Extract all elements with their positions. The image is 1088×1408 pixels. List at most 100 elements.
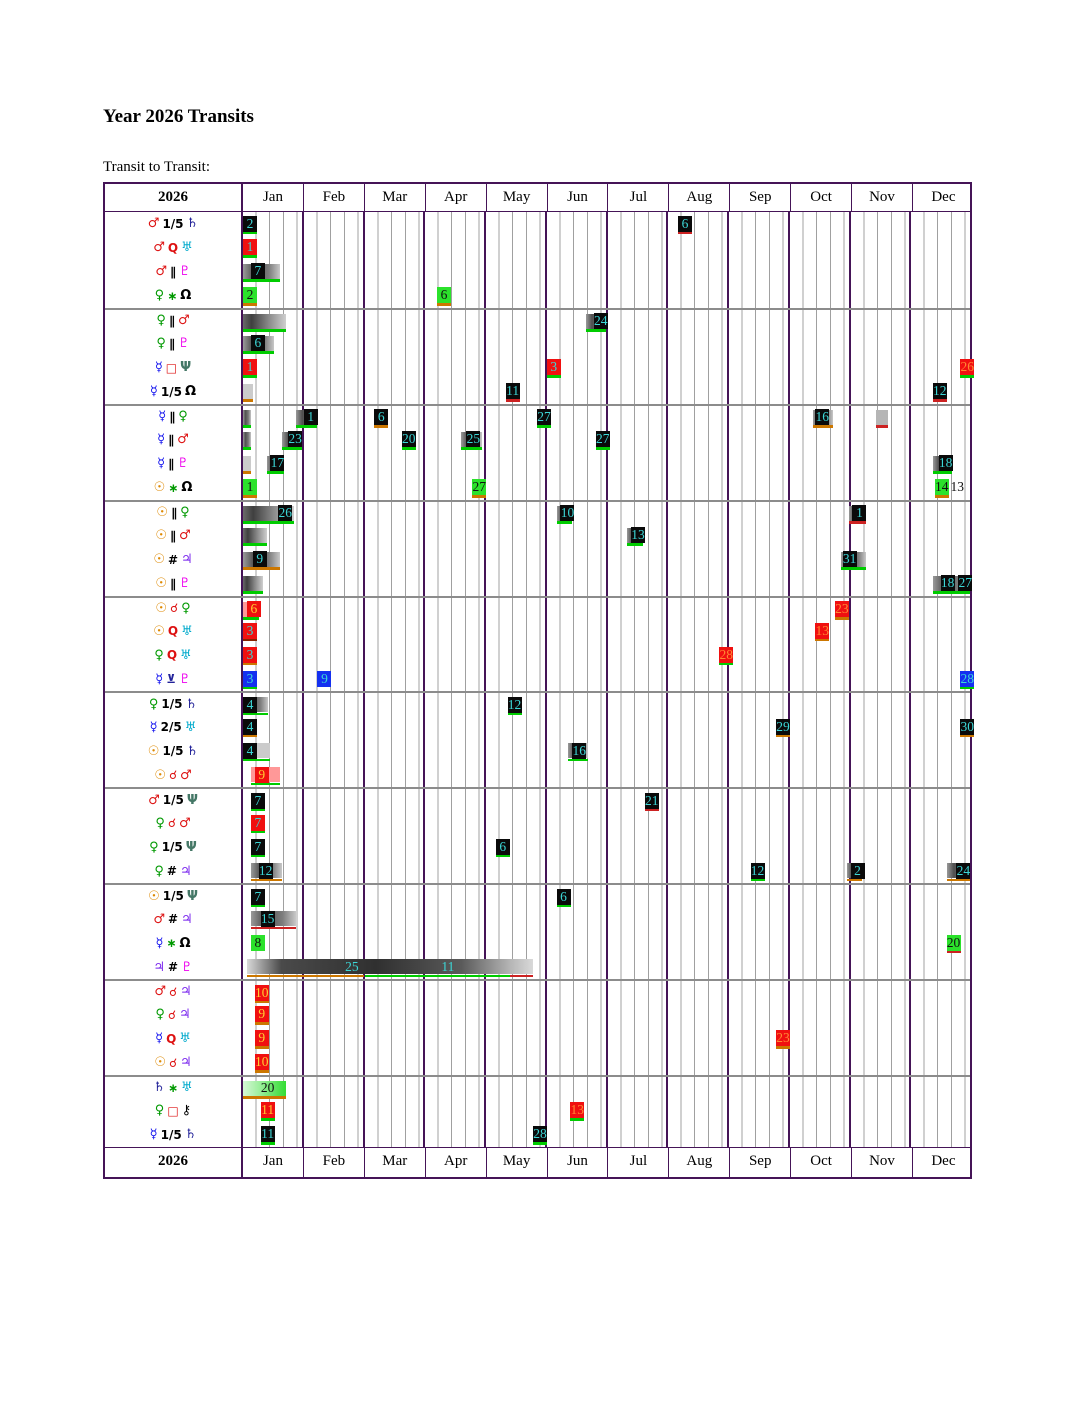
- marker-label: 26: [278, 505, 293, 522]
- transit-row: ♂ # ♃ 15: [105, 907, 972, 932]
- month-header-oct: Oct: [791, 184, 853, 211]
- month-column: [911, 763, 972, 788]
- transit-marker: 3: [243, 622, 257, 639]
- aspect-glyph-icon: #: [167, 552, 179, 567]
- month-grid: [243, 643, 972, 668]
- month-column: [364, 1098, 426, 1123]
- month-column: [850, 212, 912, 236]
- month-column: [850, 1122, 912, 1147]
- month-column: [364, 451, 426, 476]
- aspect-label: ☿ □ Ψ: [105, 355, 243, 380]
- month-column: [425, 283, 486, 308]
- timeline: 7: [243, 811, 972, 836]
- month-grid: [243, 693, 972, 716]
- month-column: [789, 259, 851, 284]
- planet2-glyph-icon: Ω: [179, 935, 191, 951]
- planet2-glyph-icon: Ω: [185, 384, 197, 400]
- timeline: 3 28: [243, 643, 972, 668]
- month-column: [486, 643, 547, 668]
- aspect-label: ♀ # ♃: [105, 859, 243, 884]
- transit-marker: 3: [243, 646, 257, 663]
- transit-row: ♂ ☌ ♃ 10: [105, 979, 972, 1003]
- transit-marker: 23: [776, 1030, 791, 1047]
- table-footer: 2026 Jan Feb Mar Apr May Jun Jul Aug Sep Oct Nov Dec: [105, 1146, 970, 1177]
- marker-underline: [254, 1070, 269, 1073]
- month-column: [364, 235, 426, 260]
- month-column: [303, 789, 365, 812]
- transit-row: ☿ □ Ψ 1 3 26: [105, 355, 975, 380]
- planet2-glyph-icon: ⚷: [181, 1103, 192, 1119]
- transit-table: 2026 Jan Feb Mar Apr May Jun Jul Aug Sep Oct Nov Dec…: [103, 182, 975, 1179]
- month-column: [607, 619, 669, 644]
- month-column: [607, 931, 669, 956]
- month-column: [425, 309, 486, 332]
- aspect-glyph-icon: 1/5: [160, 384, 182, 399]
- month-column: [668, 907, 729, 932]
- month-column: [486, 859, 547, 884]
- transit-bar: [243, 431, 251, 447]
- month-column: [364, 1122, 426, 1147]
- month-column: [850, 331, 912, 356]
- aspect-glyph-icon: ∥: [168, 432, 175, 447]
- month-column: [546, 1076, 608, 1099]
- marker-underline: [254, 1022, 269, 1025]
- month-column: [303, 1122, 365, 1147]
- month-column: [364, 931, 426, 956]
- marker-underline: [536, 425, 551, 428]
- month-column: [364, 212, 426, 236]
- month-column: [303, 981, 365, 1003]
- aspect-label: ☉ ∥ ♂: [105, 523, 243, 548]
- month-column: [425, 835, 486, 860]
- month-column: [668, 309, 729, 332]
- month-grid: [243, 283, 972, 308]
- month-column: [486, 427, 547, 452]
- marker-underline: [460, 447, 483, 450]
- timeline: 3 9 28: [243, 667, 975, 692]
- month-column: [789, 501, 851, 524]
- marker-underline: [815, 638, 830, 642]
- timeline: 26 10 1: [243, 501, 972, 524]
- month-column: [364, 885, 426, 908]
- month-column: [607, 1098, 669, 1123]
- planet1-glyph-icon: ♀: [148, 696, 159, 712]
- marker-label: 7: [250, 263, 265, 280]
- month-column: [607, 789, 669, 812]
- month-column: [607, 859, 669, 884]
- aspect-label: ☉ ∗ Ω: [105, 475, 243, 500]
- month-column: [546, 523, 608, 548]
- month-column: [729, 885, 790, 908]
- aspect-label: ☿ 1/5 Ω: [105, 379, 243, 404]
- timeline: 25 11: [243, 955, 972, 979]
- transit-row: ♂ 1/5 Ψ 7 21: [105, 787, 972, 812]
- month-grid: [243, 379, 972, 404]
- marker-underline: [254, 1046, 269, 1049]
- month-column: [729, 763, 790, 788]
- month-column: [607, 379, 669, 404]
- planet2-glyph-icon: Ψ: [186, 888, 198, 904]
- month-header-mar: Mar: [365, 184, 426, 211]
- month-column: [729, 235, 790, 260]
- transit-marker: 6: [556, 888, 571, 905]
- transit-marker: 8: [250, 934, 265, 951]
- month-column: [789, 331, 851, 356]
- planet1-glyph-icon: ☉: [156, 505, 169, 521]
- month-header-may: May: [487, 184, 548, 211]
- month-column: [607, 451, 669, 476]
- month-column: [729, 379, 790, 404]
- marker-underline: [840, 567, 867, 570]
- month-column: [303, 283, 365, 308]
- month-column: [729, 331, 790, 356]
- month-column: [486, 523, 547, 548]
- aspect-label: ☿ ∥ ♇: [105, 451, 243, 476]
- planet1-glyph-icon: ☿: [149, 1127, 158, 1143]
- transit-row: ♀ 1/5 ♄ 4 12: [105, 691, 972, 716]
- marker-underline: [533, 1142, 548, 1145]
- planet2-glyph-icon: ♇: [181, 959, 193, 975]
- transit-marker: 27: [472, 479, 487, 496]
- month-column: [789, 693, 851, 716]
- marker-label: 24: [593, 313, 608, 330]
- transit-row: ☉ Q ♅ 3 13: [105, 619, 972, 644]
- month-column: [546, 259, 608, 284]
- aspect-label: ♃ # ♇: [105, 955, 243, 979]
- planet2-glyph-icon: ♄: [186, 743, 199, 759]
